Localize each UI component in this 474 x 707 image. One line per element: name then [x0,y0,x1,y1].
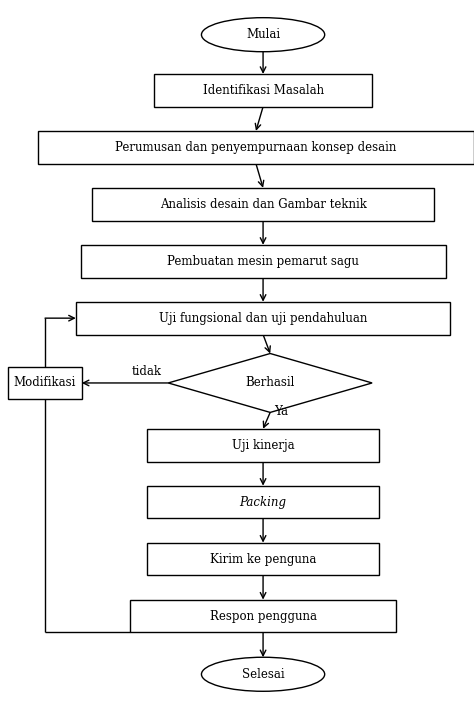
Polygon shape [168,354,372,412]
Text: Packing: Packing [239,496,287,508]
Bar [147,486,379,518]
Bar [38,131,474,163]
Text: tidak: tidak [132,366,162,378]
Text: Perumusan dan penyempurnaan konsep desain: Perumusan dan penyempurnaan konsep desai… [115,141,397,154]
Ellipse shape [201,658,325,691]
Bar [8,367,82,399]
Bar [147,428,379,462]
Text: Uji kinerja: Uji kinerja [232,438,294,452]
Text: Kirim ke penguna: Kirim ke penguna [210,553,316,566]
Text: Uji fungsional dan uji pendahuluan: Uji fungsional dan uji pendahuluan [159,312,367,325]
Text: Berhasil: Berhasil [246,376,295,390]
Bar [130,600,396,632]
Text: Mulai: Mulai [246,28,280,41]
Ellipse shape [201,18,325,52]
Text: Analisis desain dan Gambar teknik: Analisis desain dan Gambar teknik [160,198,366,211]
Text: Selesai: Selesai [242,668,284,681]
Text: Pembuatan mesin pemarut sagu: Pembuatan mesin pemarut sagu [167,255,359,268]
Bar [81,245,446,278]
Text: Ya: Ya [273,404,288,418]
Bar [154,74,372,107]
Text: Respon pengguna: Respon pengguna [210,609,317,622]
Bar [76,302,450,334]
Text: Modifikasi: Modifikasi [14,376,76,390]
Bar [147,543,379,575]
Bar [92,188,434,221]
Text: Identifikasi Masalah: Identifikasi Masalah [202,84,324,97]
